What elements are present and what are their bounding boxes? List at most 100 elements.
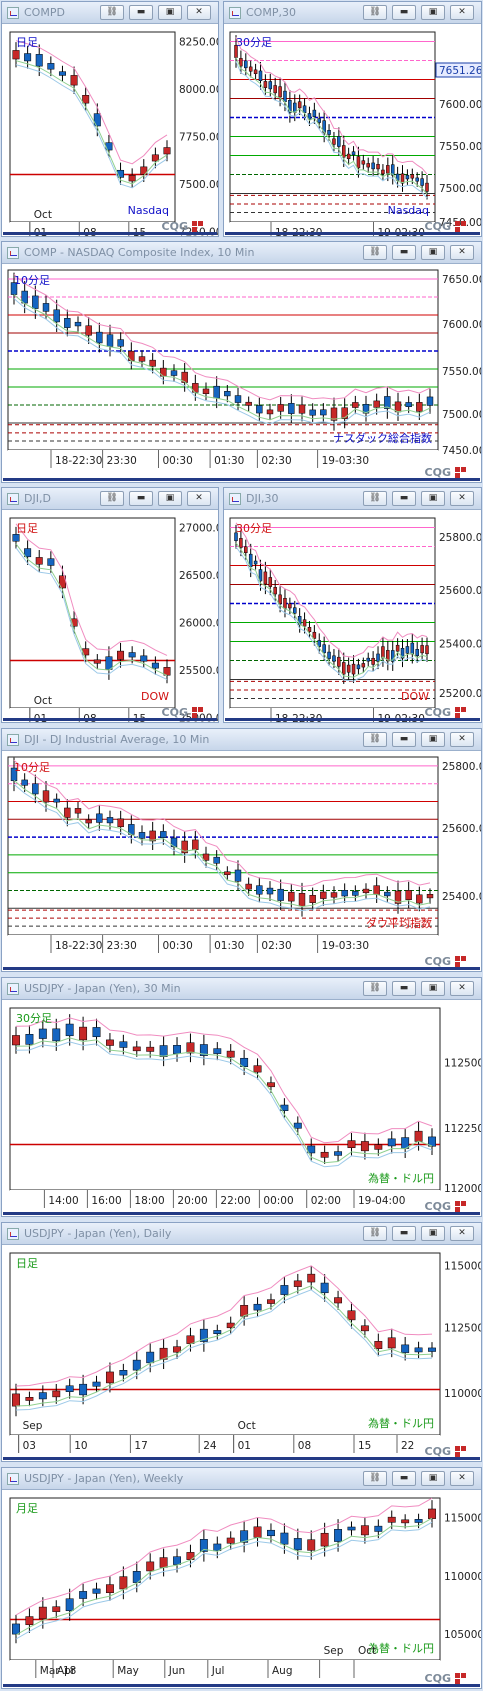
- chart-window-usdjpy-daily[interactable]: USDJPY - Japan (Yen), Daily ⛓ ▬ ▣ ✕ 日足 為替・ドル円 1…: [1, 1222, 482, 1462]
- ma-line-pink: [15, 40, 168, 165]
- candle-body: [146, 1351, 155, 1364]
- close-button[interactable]: ✕: [450, 245, 474, 260]
- close-button[interactable]: ✕: [450, 732, 474, 747]
- candle-body: [387, 1138, 396, 1147]
- candle-body: [240, 1530, 249, 1543]
- chart-window-usdjpy30[interactable]: USDJPY - Japan (Yen), 30 Min ⛓ ▬ ▣ ✕ 30分足 為替・ド…: [1, 977, 482, 1217]
- candle-body: [248, 553, 253, 568]
- candle-body: [416, 894, 423, 904]
- close-button[interactable]: ✕: [450, 1471, 474, 1486]
- candle-body: [213, 1330, 222, 1334]
- maximize-button[interactable]: ▣: [421, 1226, 445, 1241]
- candle-body: [12, 1623, 20, 1635]
- minimize-button[interactable]: ▬: [392, 245, 416, 260]
- chart-window-dji10[interactable]: DJI - DJ Industrial Average, 10 Min ⛓ ▬ ▣ ✕ 1…: [1, 728, 482, 972]
- maximize-button[interactable]: ▣: [158, 491, 182, 506]
- title-bar[interactable]: USDJPY - Japan (Yen), 30 Min ⛓ ▬ ▣ ✕: [2, 978, 481, 1000]
- title-bar[interactable]: DJI,30 ⛓ ▬ ▣ ✕: [224, 488, 481, 510]
- minimize-button[interactable]: ▬: [392, 981, 416, 996]
- close-button[interactable]: ✕: [450, 981, 474, 996]
- link-icon[interactable]: ⛓: [100, 5, 124, 20]
- link-icon[interactable]: ⛓: [363, 981, 387, 996]
- candle-body: [320, 891, 327, 899]
- maximize-button[interactable]: ▣: [421, 245, 445, 260]
- chart-window-compd[interactable]: COMPD ⛓ ▬ ▣ ✕ 日足 Nasdaq 8250.00 8000.00 7750.00 75…: [1, 1, 219, 237]
- close-button[interactable]: ✕: [450, 1226, 474, 1241]
- candle-body: [376, 653, 380, 662]
- maximize-button[interactable]: ▣: [421, 1471, 445, 1486]
- link-icon[interactable]: ⛓: [363, 732, 387, 747]
- x-axis-area: [230, 222, 435, 232]
- chart-canvas[interactable]: 30分足 DOW 25800.0 25600.0 25400.0 25200.0 18-22…: [224, 510, 481, 722]
- minimize-button[interactable]: ▬: [129, 5, 153, 20]
- x-tick-label: Sep: [23, 1420, 43, 1432]
- maximize-button[interactable]: ▣: [421, 491, 445, 506]
- candle-body: [334, 1529, 343, 1542]
- x-tick-label: 00:00: [263, 1195, 293, 1207]
- chart-window-comp30[interactable]: COMP,30 ⛓ ▬ ▣ ✕ 30分足 Nasdaq 7651.26 7600.00 7550.…: [223, 1, 482, 237]
- period-label: 月足: [16, 1502, 38, 1515]
- cqg-logo: CQG: [425, 1672, 451, 1685]
- x-tick-label: 19-03:30: [322, 940, 369, 952]
- minimize-button[interactable]: ▬: [392, 732, 416, 747]
- minimize-button[interactable]: ▬: [129, 491, 153, 506]
- candle-body: [79, 1026, 88, 1041]
- title-bar[interactable]: USDJPY - Japan (Yen), Daily ⛓ ▬ ▣ ✕: [2, 1223, 481, 1245]
- chart-canvas[interactable]: 日足 DOW 27000.0 26500.0 26000.0 25500.0 25000.0…: [2, 510, 218, 722]
- candle-body: [381, 646, 385, 658]
- candle-body: [93, 113, 101, 127]
- candle-body: [312, 109, 317, 117]
- maximize-button[interactable]: ▣: [421, 732, 445, 747]
- y-tick-label: 112250: [444, 1123, 481, 1135]
- plot-area: [229, 31, 436, 223]
- y-tick-label: 25400.0: [442, 891, 481, 903]
- link-icon[interactable]: ⛓: [363, 245, 387, 260]
- minimize-button[interactable]: ▬: [392, 1226, 416, 1241]
- title-bar[interactable]: DJI,D ⛓ ▬ ▣ ✕: [2, 488, 218, 510]
- close-button[interactable]: ✕: [450, 5, 474, 20]
- minimize-button[interactable]: ▬: [392, 1471, 416, 1486]
- minimize-button[interactable]: ▬: [392, 5, 416, 20]
- chart-window-djid[interactable]: DJI,D ⛓ ▬ ▣ ✕ 日足 DOW 27000.0 26500.0 26000.0 25500…: [1, 487, 219, 723]
- maximize-button[interactable]: ▣: [421, 5, 445, 20]
- title-bar[interactable]: COMPD ⛓ ▬ ▣ ✕: [2, 2, 218, 24]
- cqg-cube-icon: [455, 1446, 466, 1457]
- window-title: DJI,D: [24, 492, 51, 505]
- link-icon[interactable]: ⛓: [363, 1471, 387, 1486]
- chart-window-comp10[interactable]: COMP - NASDAQ Composite Index, 10 Min ⛓ ▬ ▣…: [1, 241, 482, 483]
- candle-body: [151, 154, 159, 162]
- chart-window-dji30[interactable]: DJI,30 ⛓ ▬ ▣ ✕ 30分足 DOW 25800.0 25600.0 25400.0 25…: [223, 487, 482, 723]
- cqg-logo: CQG: [425, 706, 451, 719]
- candle-body: [283, 597, 287, 609]
- chart-canvas[interactable]: 30分足Nasdaq7651.267600.007550.007500.0074…: [224, 24, 481, 236]
- candle-body: [394, 890, 402, 904]
- maximize-button[interactable]: ▣: [158, 5, 182, 20]
- candle-body: [374, 1341, 383, 1349]
- link-icon[interactable]: ⛓: [363, 1226, 387, 1241]
- candle-body: [327, 130, 331, 135]
- candle-body: [96, 331, 103, 344]
- title-bar[interactable]: COMP,30 ⛓ ▬ ▣ ✕: [224, 2, 481, 24]
- maximize-button[interactable]: ▣: [421, 981, 445, 996]
- chart-canvas[interactable]: 日足 Nasdaq 8250.00 8000.00 7750.00 7500.00 7250…: [2, 24, 218, 236]
- minimize-button[interactable]: ▬: [392, 491, 416, 506]
- title-bar[interactable]: USDJPY - Japan (Yen), Weekly ⛓ ▬ ▣ ✕: [2, 1468, 481, 1490]
- link-icon[interactable]: ⛓: [363, 5, 387, 20]
- scroll-strip: [3, 967, 480, 970]
- close-button[interactable]: ✕: [187, 491, 211, 506]
- close-button[interactable]: ✕: [450, 491, 474, 506]
- candle-body: [199, 1539, 208, 1552]
- chart-window-usdjpy-weekly[interactable]: USDJPY - Japan (Yen), Weekly ⛓ ▬ ▣ ✕ 月足 為替・ドル円…: [1, 1467, 482, 1689]
- candle-body: [213, 1543, 222, 1552]
- title-bar[interactable]: COMP - NASDAQ Composite Index, 10 Min ⛓ ▬ ▣…: [2, 242, 481, 264]
- candle-body: [347, 1140, 356, 1149]
- link-icon[interactable]: ⛓: [100, 491, 124, 506]
- title-bar[interactable]: DJI - DJ Industrial Average, 10 Min ⛓ ▬ ▣ ✕: [2, 729, 481, 751]
- link-icon[interactable]: ⛓: [363, 491, 387, 506]
- close-button[interactable]: ✕: [187, 5, 211, 20]
